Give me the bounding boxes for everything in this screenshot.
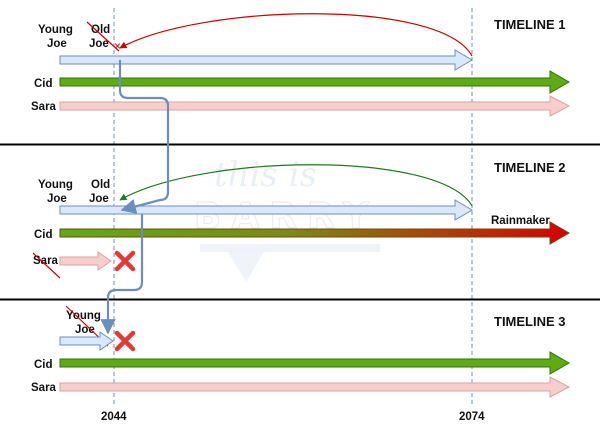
time-jump-line-2 xyxy=(100,214,144,335)
sara-arrow-t2 xyxy=(59,251,112,271)
cid-label-t3: Cid xyxy=(34,359,53,371)
cid-label-t2: Cid xyxy=(34,229,53,241)
cid-arrow-t1 xyxy=(59,70,570,94)
old-joe-label-line1: Old xyxy=(91,24,110,36)
young-joe-label-line2: Joe xyxy=(75,324,95,336)
sara-strike-t2 xyxy=(32,252,61,279)
watermark-shape xyxy=(200,244,380,282)
cid-label-t1: Cid xyxy=(34,78,53,90)
cid-arrow-t3 xyxy=(59,351,570,375)
watermark-line1: this is xyxy=(214,155,317,195)
sara-label-t1: Sara xyxy=(31,101,57,113)
timeline-1-title: TIMELINE 1 xyxy=(494,17,566,32)
cross-icon xyxy=(114,330,136,352)
watermark: this is BARRY xyxy=(193,155,380,282)
sara-label-t2: Sara xyxy=(33,255,59,267)
sara-arrow-t1 xyxy=(59,95,571,117)
sara-label-t3: Sara xyxy=(31,382,57,394)
old-joe-label-line2: Joe xyxy=(89,193,109,205)
year-2044-label: 2044 xyxy=(101,411,127,423)
joe-arrow-t3 xyxy=(59,331,114,351)
joe-arrow-t1 xyxy=(59,49,473,71)
young-joe-label-line1: Young xyxy=(38,24,73,36)
loop-arrow-t1 xyxy=(119,13,473,57)
old-joe-label-line1: Old xyxy=(91,179,110,191)
young-joe-label-line2: Joe xyxy=(47,38,67,50)
timeline-1: TIMELINE 1 Young Joe Old Joe × Cid Sara xyxy=(31,13,571,117)
joe-arrow-t2 xyxy=(59,199,473,221)
year-2074-label: 2074 xyxy=(459,411,485,423)
young-joe-label-line1: Young xyxy=(66,310,101,322)
sara-arrow-t3 xyxy=(59,376,571,398)
young-joe-label-line2: Joe xyxy=(47,193,67,205)
loop-arrow-t2 xyxy=(119,164,473,207)
timeline-3: TIMELINE 3 Young Joe Cid Sara xyxy=(31,305,571,398)
young-joe-label-line1: Young xyxy=(38,179,73,191)
old-joe-strike xyxy=(86,21,120,52)
timeline-3-title: TIMELINE 3 xyxy=(494,314,566,329)
rainmaker-label: Rainmaker xyxy=(491,215,550,227)
timeline-2-title: TIMELINE 2 xyxy=(494,160,566,175)
old-joe-cross-mark: × xyxy=(114,39,121,53)
time-jump-line-1 xyxy=(118,60,170,214)
cross-icon xyxy=(114,250,136,272)
old-joe-label-line2: Joe xyxy=(89,38,109,50)
